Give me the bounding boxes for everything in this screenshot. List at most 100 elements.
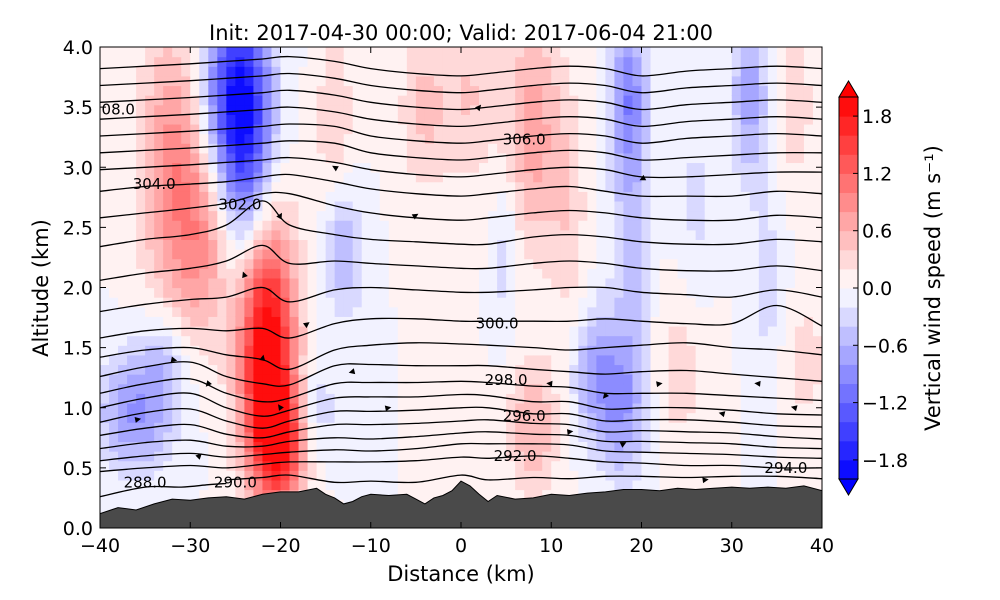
wind-cell	[776, 287, 787, 298]
wind-cell	[388, 75, 399, 87]
wind-cell	[650, 297, 661, 308]
wind-cell	[217, 200, 227, 212]
wind-cell	[145, 335, 155, 346]
wind-cell	[325, 239, 336, 250]
wind-cell	[244, 422, 255, 433]
wind-cell	[352, 479, 363, 491]
wind-cell	[650, 374, 661, 385]
wind-cell	[776, 460, 787, 471]
wind-cell	[632, 123, 643, 135]
x-tick-label: 30	[720, 535, 744, 557]
wind-cell	[145, 441, 155, 452]
wind-cell	[280, 393, 291, 404]
wind-cell	[244, 287, 255, 298]
wind-cell	[388, 277, 399, 289]
wind-cell	[524, 152, 534, 164]
wind-cell	[785, 345, 796, 356]
wind-cell	[605, 210, 616, 221]
wind-cell	[298, 431, 309, 443]
wind-cell	[298, 393, 309, 404]
wind-cell	[343, 95, 354, 106]
wind-cell	[343, 412, 354, 423]
wind-cell	[415, 47, 426, 58]
wind-cell	[704, 123, 715, 135]
wind-cell	[551, 479, 561, 491]
wind-cell	[560, 47, 570, 58]
wind-cell	[415, 412, 426, 423]
wind-cell	[325, 287, 336, 298]
wind-cell	[442, 181, 453, 192]
wind-cell	[551, 172, 561, 183]
wind-cell	[208, 268, 218, 279]
wind-cell	[379, 479, 390, 491]
wind-cell	[442, 249, 453, 260]
wind-cell	[271, 325, 282, 337]
wind-cell	[271, 191, 282, 202]
wind-cell	[785, 220, 796, 231]
wind-cell	[524, 220, 534, 231]
wind-cell	[127, 499, 137, 510]
wind-cell	[334, 258, 345, 269]
wind-cell	[695, 383, 706, 394]
wind-cell	[334, 66, 345, 77]
wind-cell	[235, 162, 246, 173]
isentrope-line	[100, 200, 822, 248]
wind-cell	[749, 306, 760, 317]
wind-cell	[334, 191, 345, 202]
wind-cell	[785, 335, 796, 346]
wind-cell	[506, 402, 516, 414]
wind-cell	[145, 66, 155, 77]
y-tick-label: 2.5	[63, 217, 93, 239]
wind-cell	[740, 56, 751, 67]
wind-cell	[587, 297, 597, 308]
wind-cell	[470, 220, 480, 231]
wind-cell	[533, 374, 543, 385]
wind-cell	[325, 306, 336, 317]
colorbar-tick-label: −1.8	[862, 450, 908, 472]
isentrope-label: 292.0	[494, 447, 537, 465]
wind-cell	[686, 95, 697, 106]
wind-cell	[677, 277, 688, 289]
wind-cell	[740, 393, 751, 404]
wind-cell	[470, 383, 480, 394]
wind-cell	[127, 152, 137, 164]
wind-cell	[262, 210, 273, 221]
wind-cell	[506, 489, 516, 500]
wind-cell	[397, 85, 408, 96]
wind-cell	[758, 412, 769, 423]
wind-cell	[199, 277, 209, 289]
wind-cell	[208, 479, 218, 491]
wind-cell	[542, 152, 552, 164]
wind-cell	[217, 354, 227, 366]
wind-cell	[172, 335, 182, 346]
wind-cell	[172, 249, 182, 260]
wind-cell	[208, 325, 218, 337]
wind-cell	[325, 268, 336, 279]
wind-cell	[749, 85, 760, 96]
isentrope-label: 306.0	[503, 131, 546, 149]
wind-cell	[533, 239, 543, 250]
wind-vector-arrow	[567, 429, 574, 435]
wind-cell	[524, 85, 534, 96]
wind-cell	[127, 239, 137, 250]
wind-cell	[623, 249, 634, 260]
wind-cell	[614, 75, 625, 87]
wind-cell	[587, 345, 597, 356]
wind-cell	[497, 277, 507, 289]
wind-cell	[677, 200, 688, 212]
wind-cell	[127, 181, 137, 192]
wind-cell	[172, 47, 182, 58]
wind-cell	[596, 210, 606, 221]
wind-cell	[488, 306, 498, 317]
wind-cell	[370, 287, 381, 298]
wind-cell	[749, 460, 760, 471]
wind-cell	[415, 354, 426, 366]
wind-cell	[226, 383, 236, 394]
wind-cell	[289, 345, 300, 356]
wind-cell	[361, 210, 372, 221]
wind-cell	[560, 422, 570, 433]
wind-cell	[704, 412, 715, 423]
wind-cell	[370, 220, 381, 231]
wind-cell	[803, 95, 814, 106]
wind-cell	[181, 422, 191, 433]
